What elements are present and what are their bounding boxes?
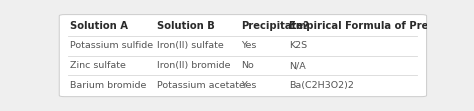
Text: N/A: N/A [289, 61, 306, 70]
FancyBboxPatch shape [59, 15, 427, 97]
Text: Potassium acetate: Potassium acetate [156, 81, 245, 90]
Text: Empirical Formula of Precipitate: Empirical Formula of Precipitate [289, 21, 471, 31]
Text: Solution A: Solution A [70, 21, 128, 31]
Text: Iron(II) sulfate: Iron(II) sulfate [156, 41, 223, 50]
Text: Barium bromide: Barium bromide [70, 81, 146, 90]
Text: No: No [241, 61, 254, 70]
Text: Yes: Yes [241, 41, 256, 50]
Text: Zinc sulfate: Zinc sulfate [70, 61, 126, 70]
Text: Solution B: Solution B [156, 21, 214, 31]
Text: Iron(II) bromide: Iron(II) bromide [156, 61, 230, 70]
Text: K2S: K2S [289, 41, 307, 50]
Text: Potassium sulfide: Potassium sulfide [70, 41, 154, 50]
Text: Yes: Yes [241, 81, 256, 90]
Text: Precipitate?: Precipitate? [241, 21, 309, 31]
Text: Ba(C2H3O2)2: Ba(C2H3O2)2 [289, 81, 354, 90]
